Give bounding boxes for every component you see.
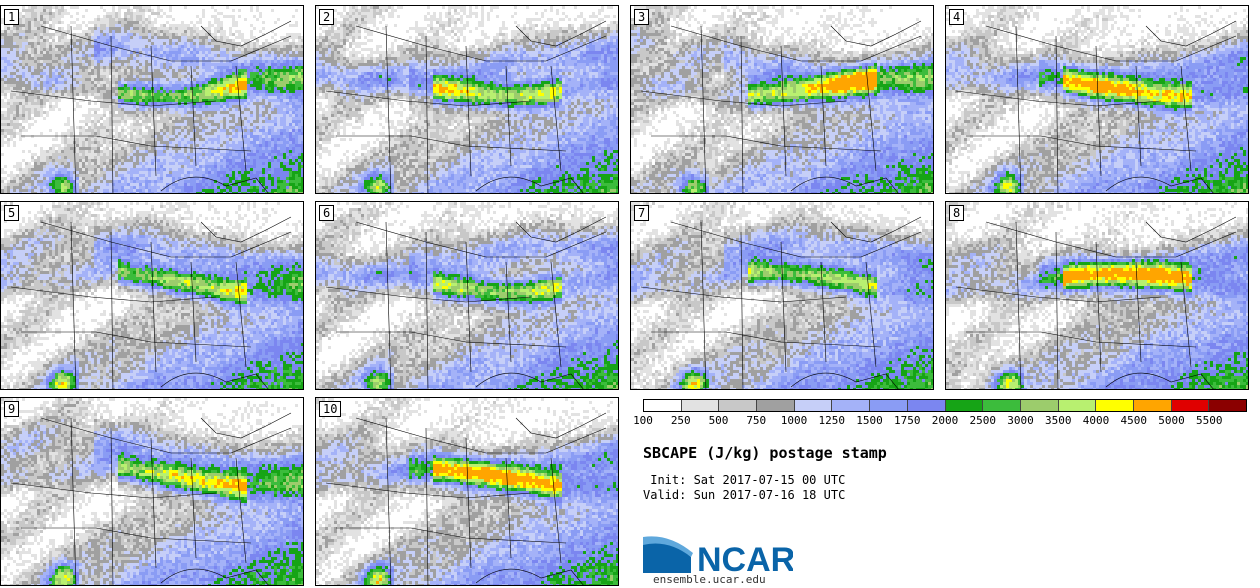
colorbar-swatch [832,400,871,411]
colorbar-swatch [1209,400,1246,411]
sbcape-field [946,6,1248,193]
init-time: Init: Sat 2017-07-15 00 UTC [643,473,845,487]
colorbar-tick: 1000 [781,414,808,427]
member-number-label: 7 [634,205,650,221]
sbcape-field [316,6,618,193]
member-number-label: 1 [4,9,20,25]
colorbar-tick: 1750 [894,414,921,427]
valid-time: Valid: Sun 2017-07-16 18 UTC [643,488,845,502]
colorbar-swatch [983,400,1021,411]
colorbar-swatch [1020,400,1059,411]
ensemble-member-map: 9 [0,397,304,586]
ensemble-member-map: 1 [0,5,304,194]
colorbar-swatch [794,400,833,411]
sbcape-field [1,202,303,389]
sbcape-field [1,6,303,193]
colorbar-tick: 3000 [1007,414,1034,427]
colorbar-swatch [644,400,682,411]
colorbar-tick: 750 [746,414,766,427]
member-number-label: 10 [319,401,342,417]
colorbar-swatch [1058,400,1097,411]
colorbar-tick: 500 [709,414,729,427]
sbcape-field [1,398,303,585]
colorbar-tick: 1250 [819,414,846,427]
ensemble-member-map: 8 [945,201,1249,390]
sbcape-field [316,398,618,585]
colorbar-swatch [681,400,720,411]
website-url: ensemble.ucar.edu [653,573,766,586]
colorbar-tick: 5500 [1196,414,1223,427]
colorbar-tick: 4000 [1083,414,1110,427]
chart-title: SBCAPE (J/kg) postage stamp [643,444,887,462]
colorbar-swatch [1171,400,1210,411]
colorbar-tick-labels: 100 250 500 750 1000 1250 1500 1750 2000 2500 3000… [633,414,1247,428]
member-number-label: 8 [949,205,965,221]
logo-text: NCAR [697,541,793,575]
colorbar-tick: 2500 [970,414,997,427]
member-number-label: 5 [4,205,20,221]
colorbar-tick: 250 [671,414,691,427]
colorbar-swatch [719,400,758,411]
sbcape-field [631,6,933,193]
ensemble-member-map: 6 [315,201,619,390]
colorbar-swatch [1096,400,1134,411]
ensemble-member-map: 4 [945,5,1249,194]
colorbar-swatch [907,400,946,411]
member-number-label: 2 [319,9,335,25]
ncar-logo: NCAR [643,533,795,579]
ensemble-member-map: 2 [315,5,619,194]
colorbar [643,399,1247,412]
sbcape-field [316,202,618,389]
colorbar-tick: 100 [633,414,653,427]
member-number-label: 6 [319,205,335,221]
colorbar-tick: 3500 [1045,414,1072,427]
colorbar-tick: 4500 [1121,414,1148,427]
colorbar-tick: 5000 [1158,414,1185,427]
ensemble-member-map: 5 [0,201,304,390]
sbcape-field [946,202,1248,389]
ensemble-member-map: 3 [630,5,934,194]
colorbar-swatch [757,400,795,411]
member-number-label: 9 [4,401,20,417]
sbcape-field [631,202,933,389]
colorbar-swatch [870,400,908,411]
member-number-label: 3 [634,9,650,25]
colorbar-swatch [945,400,984,411]
colorbar-tick: 2000 [932,414,959,427]
colorbar-swatch [1133,400,1172,411]
colorbar-tick: 1500 [856,414,883,427]
member-number-label: 4 [949,9,965,25]
ensemble-member-map: 7 [630,201,934,390]
ensemble-member-map: 10 [315,397,619,586]
